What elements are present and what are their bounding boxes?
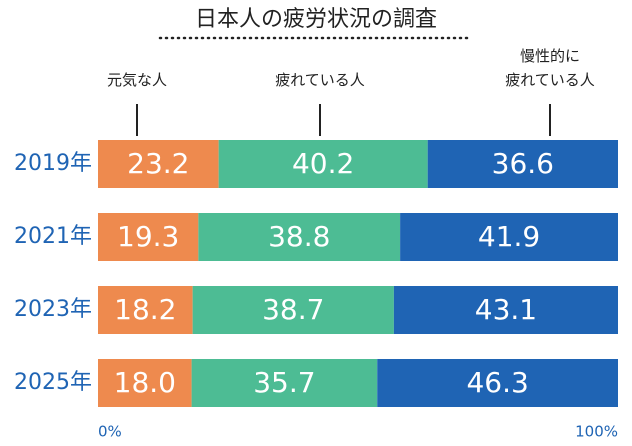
value-label: 38.8 <box>268 220 330 253</box>
bar-segment <box>218 140 428 188</box>
value-label: 36.6 <box>492 147 554 180</box>
legend-label: 慢性的に 疲れている人 <box>505 47 595 89</box>
value-label: 38.7 <box>262 293 324 326</box>
bar-segment <box>98 359 192 407</box>
legend-label: 疲れている人 <box>275 71 365 89</box>
value-label: 23.2 <box>127 147 189 180</box>
bar-segment <box>427 140 618 188</box>
legend-label: 元気な人 <box>106 71 167 89</box>
value-label: 35.7 <box>253 366 315 399</box>
y-tick-label: 2025年 <box>14 370 92 395</box>
value-label: 46.3 <box>466 366 528 399</box>
y-tick-label: 2021年 <box>14 224 92 249</box>
x-tick-label: 100% <box>575 423 618 441</box>
value-label: 43.1 <box>475 293 537 326</box>
bar-segment <box>400 213 618 261</box>
bar-segment <box>98 213 199 261</box>
value-label: 40.2 <box>292 147 354 180</box>
value-label: 19.3 <box>117 220 179 253</box>
value-label: 18.0 <box>114 366 176 399</box>
bar-segment <box>98 140 219 188</box>
value-label: 41.9 <box>478 220 540 253</box>
y-tick-label: 2019年 <box>14 151 92 176</box>
x-tick-label: 0% <box>98 423 122 441</box>
value-label: 18.2 <box>114 293 176 326</box>
chart-title: 日本人の疲労状況の調査 <box>195 7 437 32</box>
bar-segment <box>98 286 193 334</box>
bar-segment <box>377 359 618 407</box>
bar-segment <box>198 213 401 261</box>
bar-segment <box>191 359 378 407</box>
bar-segment <box>192 286 394 334</box>
bar-segment <box>393 286 618 334</box>
y-tick-label: 2023年 <box>14 297 92 322</box>
